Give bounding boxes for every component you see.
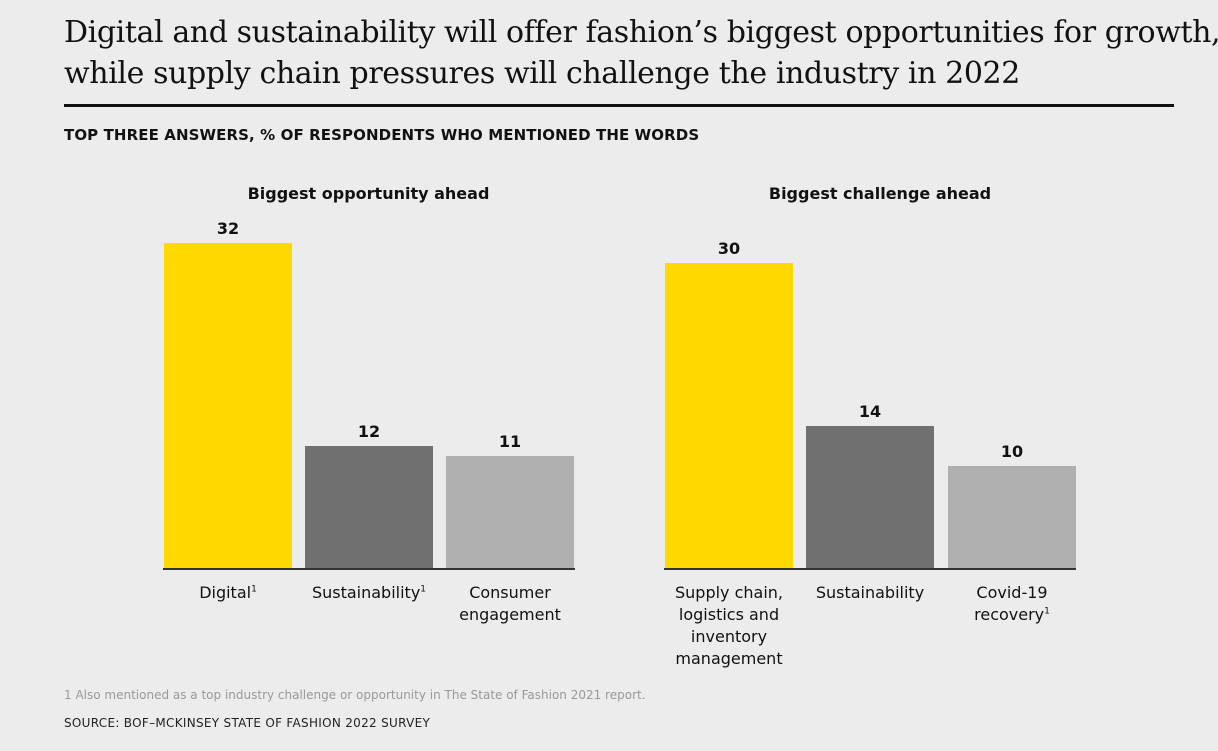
bar-opportunity-2: [305, 446, 433, 568]
data-label-opportunity-2: 12: [357, 422, 381, 441]
data-label-opportunity-3: 11: [498, 432, 522, 451]
category-label-line: recovery1: [974, 605, 1050, 624]
data-label-challenge-3: 10: [1000, 442, 1024, 461]
category-label-line: management: [675, 649, 783, 668]
category-label-line: Sustainability: [815, 583, 925, 602]
category-label-challenge-3: Covid-19 recovery1: [942, 582, 1082, 626]
bar-challenge-1: [665, 263, 793, 568]
category-label-line: logistics and: [678, 605, 780, 624]
category-label-line: Digital1: [199, 583, 257, 602]
category-label-line: Covid-19: [976, 583, 1048, 602]
category-label-opportunity-1: Digital1: [158, 582, 298, 604]
category-label-challenge-2: Sustainability: [800, 582, 940, 604]
category-label-line: Sustainability1: [311, 583, 427, 602]
category-label-line: engagement: [459, 605, 561, 624]
bar-opportunity-3: [446, 456, 574, 568]
panel-title-opportunity: Biggest opportunity ahead: [247, 184, 490, 203]
data-label-challenge-2: 14: [858, 402, 882, 421]
title-line-1: Digital and sustainability will offer fa…: [64, 15, 1218, 50]
bar-opportunity-1: [164, 243, 292, 568]
category-label-line: Supply chain,: [674, 583, 784, 602]
data-label-challenge-1: 30: [717, 239, 741, 258]
category-label-opportunity-3: Consumer engagement: [440, 582, 580, 626]
panel-title-challenge: Biggest challenge ahead: [768, 184, 992, 203]
category-label-line: inventory: [690, 627, 768, 646]
footnote-mark: 1: [1044, 606, 1050, 617]
data-label-opportunity-1: 32: [216, 219, 240, 238]
x-axis-challenge: [664, 568, 1076, 570]
category-label-line: Consumer: [469, 583, 551, 602]
bar-challenge-3: [948, 466, 1076, 568]
bar-challenge-2: [806, 426, 934, 568]
footnote-mark: 1: [420, 584, 427, 595]
category-label-challenge-1: Supply chain, logistics and inventory manag…: [659, 582, 799, 670]
footnote: 1 Also mentioned as a top industry chall…: [64, 688, 646, 702]
title-line-2: while supply chain pressures will challe…: [64, 56, 1020, 91]
footnote-mark: 1: [251, 584, 257, 595]
chart-subtitle: TOP THREE ANSWERS, % OF RESPONDENTS WHO …: [64, 126, 700, 144]
x-axis-opportunity: [163, 568, 575, 570]
category-label-opportunity-2: Sustainability1: [299, 582, 439, 604]
page-title: Digital and sustainability will offer fa…: [64, 12, 1218, 94]
source-note: SOURCE: BOF–MCKINSEY STATE OF FASHION 20…: [64, 716, 431, 730]
title-rule: [64, 104, 1174, 107]
